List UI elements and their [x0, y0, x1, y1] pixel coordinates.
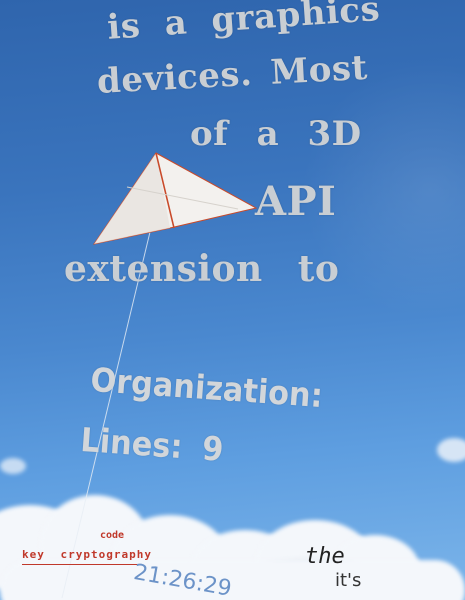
kite-spine	[155, 152, 175, 229]
kite-spar	[126, 186, 239, 210]
code-label: code	[100, 530, 125, 541]
poem-line-3: of a 3D	[190, 114, 362, 154]
crypto-underline	[22, 564, 140, 565]
crypto-label: key cryptography	[22, 548, 152, 561]
the-word: the	[305, 544, 345, 569]
kite-string	[61, 231, 151, 599]
its-word: it's	[335, 570, 362, 591]
poem-line-4: API	[255, 178, 337, 225]
poem-line-5: extension to	[64, 248, 340, 290]
kite-left-wing	[94, 153, 170, 244]
